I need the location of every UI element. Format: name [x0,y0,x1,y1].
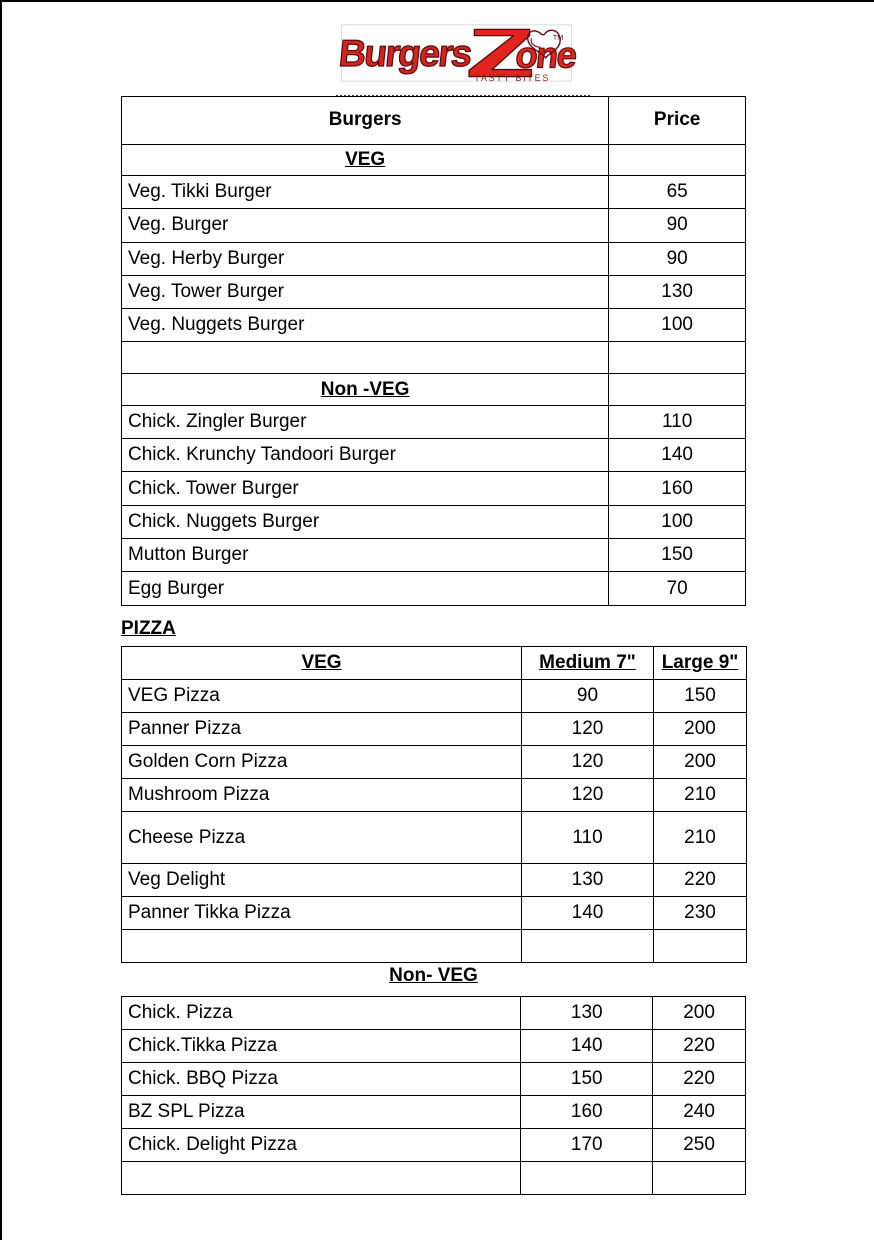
svg-text:Burgers: Burgers [337,32,473,74]
svg-text:one: one [514,35,579,76]
svg-text:TM: TM [553,34,563,42]
svg-text:TASTY BITES: TASTY BITES [474,73,550,82]
